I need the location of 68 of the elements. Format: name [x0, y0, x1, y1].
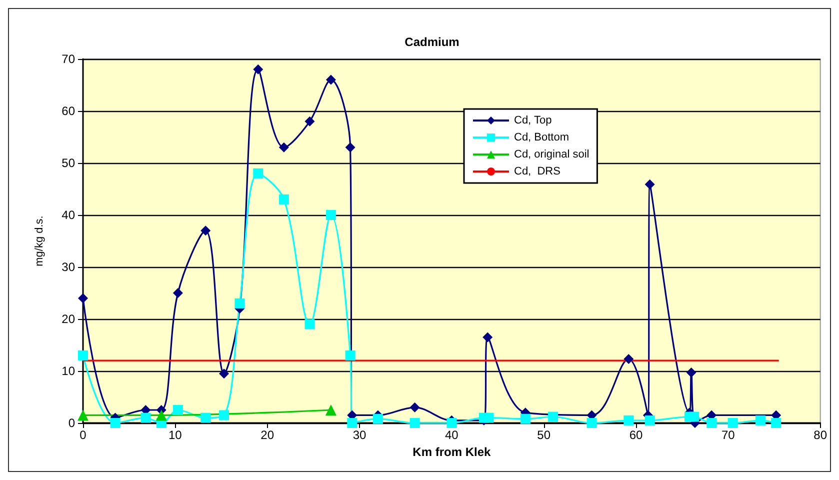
point: [253, 168, 264, 178]
point: [624, 415, 634, 426]
legend-label: Cd, original soil: [514, 148, 590, 160]
point: [345, 142, 356, 152]
point: [706, 418, 717, 428]
point: [78, 350, 88, 360]
legend-label: Cd, DRS: [514, 166, 560, 178]
x-axis-title: Km from Klek: [412, 444, 491, 459]
point: [686, 368, 696, 378]
x-tick-label: 60: [629, 428, 643, 442]
point: [689, 412, 700, 422]
y-tick-label: 10: [62, 364, 76, 378]
point: [520, 414, 530, 424]
point: [446, 418, 457, 428]
point: [219, 410, 230, 420]
y-tick-label: 70: [62, 52, 76, 66]
point: [347, 418, 358, 428]
x-tick-label: 0: [80, 428, 87, 442]
point: [253, 64, 264, 74]
point: [78, 293, 88, 304]
point: [200, 412, 211, 423]
point: [156, 410, 167, 421]
point: [140, 412, 151, 423]
y-tick-label: 60: [62, 104, 76, 118]
x-tick-label: 10: [168, 428, 182, 442]
legend-label: Cd, Bottom: [514, 132, 570, 144]
y-axis-title: mg/kg d.s.: [34, 216, 46, 266]
point: [304, 116, 315, 126]
x-tick-label: 50: [537, 428, 551, 442]
point: [234, 298, 245, 308]
point: [548, 412, 558, 422]
y-tick-label: 30: [62, 260, 76, 274]
point: [482, 332, 493, 342]
y-tick-label: 20: [62, 312, 76, 326]
point: [304, 319, 315, 330]
y-tick-label: 40: [62, 208, 76, 222]
point: [110, 418, 120, 428]
point: [172, 288, 183, 298]
point: [586, 418, 597, 428]
chart-title: Cadmium: [404, 35, 460, 49]
point: [172, 405, 183, 415]
y-tick-label: 50: [62, 156, 76, 170]
point: [325, 404, 336, 416]
x-tick-label: 30: [352, 428, 366, 442]
point: [326, 74, 336, 85]
point: [755, 415, 766, 426]
y-tick-label: 0: [68, 416, 76, 430]
x-tick-label: 40: [444, 428, 459, 442]
point: [278, 194, 289, 204]
point: [219, 368, 230, 379]
point: [644, 415, 655, 426]
point: [410, 402, 420, 412]
point: [326, 210, 336, 220]
point: [78, 410, 88, 421]
point: [345, 350, 356, 360]
point: [410, 418, 420, 428]
point: [372, 414, 383, 424]
point: [771, 418, 782, 428]
point: [644, 179, 655, 190]
point: [200, 226, 211, 236]
point: [484, 412, 494, 423]
legend-label: Cd, Top: [514, 114, 552, 126]
point: [728, 418, 738, 428]
x-tick-label: 20: [260, 428, 274, 442]
x-tick-label: 80: [814, 428, 828, 442]
point: [624, 354, 634, 364]
x-tick-label: 70: [721, 428, 736, 442]
point: [278, 142, 289, 152]
